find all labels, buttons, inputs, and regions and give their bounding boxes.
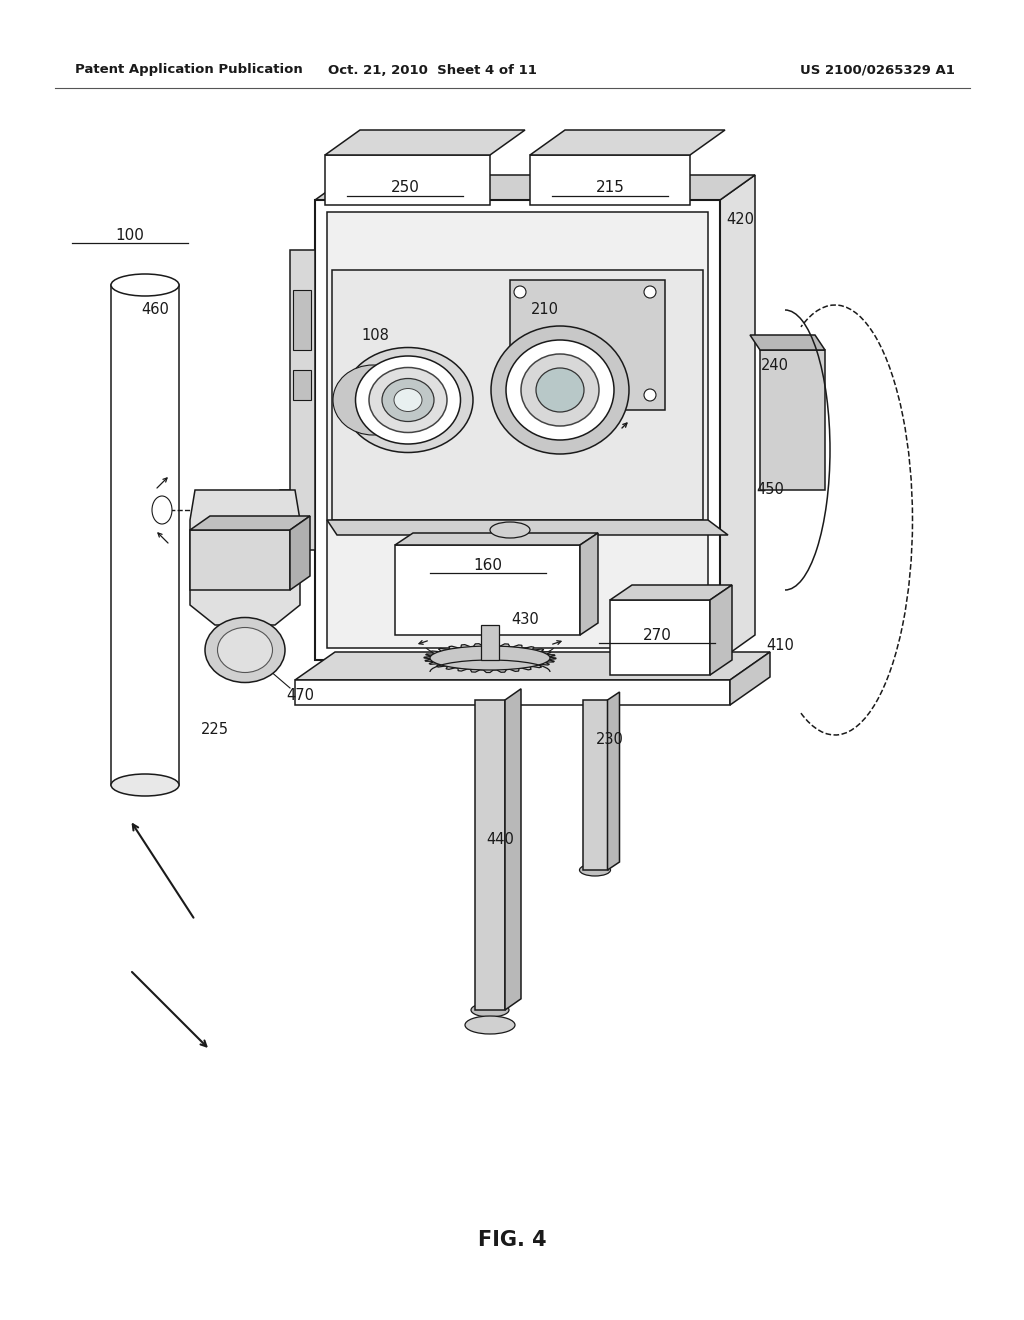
Ellipse shape [369,367,447,433]
Ellipse shape [536,368,584,412]
Text: 210: 210 [531,302,559,318]
Ellipse shape [471,1003,509,1016]
Ellipse shape [506,341,614,440]
Polygon shape [327,520,728,535]
Ellipse shape [644,286,656,298]
Text: 225: 225 [201,722,229,738]
Polygon shape [290,516,310,590]
Ellipse shape [205,618,285,682]
Polygon shape [295,652,770,680]
Text: 460: 460 [141,302,169,318]
Ellipse shape [333,366,413,436]
Polygon shape [325,129,525,154]
Ellipse shape [111,275,179,296]
Polygon shape [580,533,598,635]
Text: 100: 100 [116,227,144,243]
Ellipse shape [490,326,629,454]
Text: Patent Application Publication: Patent Application Publication [75,63,303,77]
Text: 240: 240 [761,358,790,372]
Polygon shape [190,516,310,531]
Polygon shape [395,533,598,545]
Polygon shape [610,585,732,601]
Polygon shape [710,585,732,675]
Polygon shape [720,176,755,660]
Polygon shape [530,154,690,205]
Ellipse shape [521,354,599,426]
Ellipse shape [580,865,610,876]
Polygon shape [315,201,720,660]
Polygon shape [190,531,290,590]
Polygon shape [424,644,556,672]
Ellipse shape [465,1016,515,1034]
Polygon shape [295,680,730,705]
Text: FIG. 4: FIG. 4 [477,1230,547,1250]
Bar [510,280,665,411]
Polygon shape [325,154,490,205]
Polygon shape [607,692,620,870]
Ellipse shape [490,521,530,539]
Polygon shape [315,176,755,201]
Text: 440: 440 [486,833,514,847]
Ellipse shape [355,356,461,444]
Ellipse shape [382,379,434,421]
Bar [293,290,311,350]
Text: 215: 215 [596,181,625,195]
Polygon shape [610,601,710,675]
Text: US 2100/0265329 A1: US 2100/0265329 A1 [800,63,954,77]
Text: 410: 410 [766,638,794,652]
Text: 430: 430 [511,612,539,627]
Ellipse shape [514,389,526,401]
Ellipse shape [152,496,172,524]
Bar [293,370,311,400]
Ellipse shape [394,388,422,412]
Ellipse shape [217,627,272,672]
Ellipse shape [430,645,550,671]
Ellipse shape [111,774,179,796]
Ellipse shape [514,286,526,298]
Polygon shape [111,285,179,785]
Polygon shape [327,213,708,648]
Polygon shape [750,335,825,350]
Text: Oct. 21, 2010  Sheet 4 of 11: Oct. 21, 2010 Sheet 4 of 11 [328,63,537,77]
Text: 470: 470 [286,688,314,702]
Polygon shape [290,249,315,550]
Text: 108: 108 [361,327,389,342]
Ellipse shape [644,389,656,401]
Text: 420: 420 [726,213,754,227]
Bar [583,700,607,870]
Ellipse shape [343,347,473,453]
Polygon shape [332,271,703,520]
Text: 270: 270 [643,627,672,643]
Text: 250: 250 [390,181,420,195]
Polygon shape [760,350,825,490]
Text: 160: 160 [473,557,503,573]
Polygon shape [530,129,725,154]
Text: 230: 230 [596,733,624,747]
Bar [475,700,505,1010]
Polygon shape [730,652,770,705]
Polygon shape [190,490,300,624]
Polygon shape [395,545,580,635]
Bar [481,624,499,660]
Text: 450: 450 [756,483,784,498]
Polygon shape [505,689,521,1010]
